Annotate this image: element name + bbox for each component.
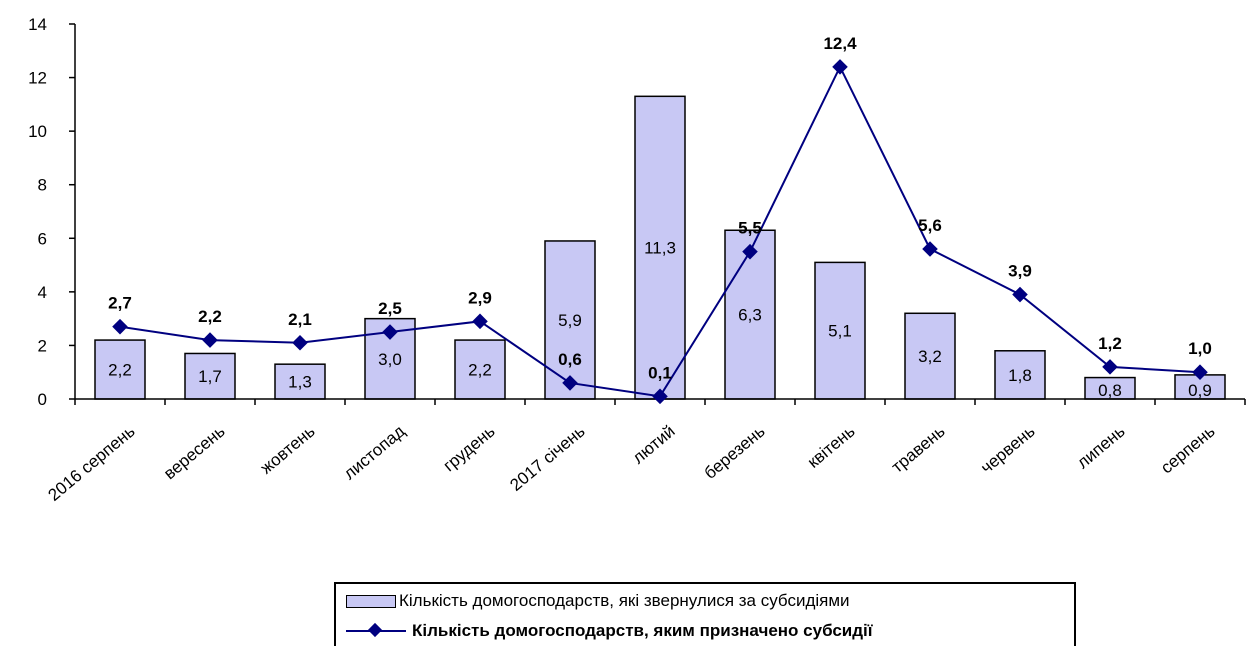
bar-value-label: 5,1 bbox=[828, 322, 852, 341]
line-point bbox=[472, 313, 488, 330]
legend-bar-swatch bbox=[346, 594, 396, 608]
y-tick-label: 8 bbox=[38, 176, 47, 195]
x-category-label: жовтень bbox=[257, 421, 319, 477]
line-point bbox=[742, 243, 758, 260]
legend: Кількість домогосподарств, які звернулис… bbox=[334, 582, 1076, 646]
legend-item-applied: Кількість домогосподарств, які звернулис… bbox=[346, 588, 850, 614]
line-point bbox=[922, 241, 938, 257]
bar bbox=[994, 350, 1046, 400]
line-point bbox=[202, 332, 218, 348]
bar-value-label: 6,3 bbox=[738, 306, 762, 325]
x-category-label: травень bbox=[888, 421, 949, 476]
bar-value-label: 0,8 bbox=[1098, 381, 1122, 400]
bar-value-label: 1,3 bbox=[288, 373, 312, 392]
legend-item-granted: Кількість домогосподарств, яким призначе… bbox=[346, 618, 873, 644]
line-value-label: 0,6 bbox=[558, 350, 582, 369]
y-tick-label: 2 bbox=[38, 336, 47, 355]
legend-label-applied: Кількість домогосподарств, які звернулис… bbox=[399, 591, 850, 610]
line-value-label: 2,5 bbox=[378, 299, 402, 318]
y-tick-label: 0 bbox=[38, 390, 47, 409]
legend-line-swatch bbox=[346, 622, 406, 639]
chart: 0 2 4 6 8 10 12 14 2,2 1,7 1,3 3,0 2,2 5,9 11,3 6,3 5,1 3… bbox=[28, 15, 1246, 505]
line-value-label: 5,6 bbox=[918, 216, 942, 235]
bar-value-label: 5,9 bbox=[558, 311, 582, 330]
line-value-label: 2,9 bbox=[468, 288, 492, 307]
y-tick-label: 4 bbox=[38, 283, 47, 302]
y-tick-label: 6 bbox=[38, 229, 47, 248]
bar-value-label: 11,3 bbox=[644, 239, 676, 258]
legend-label-granted: Кількість домогосподарств, яким призначе… bbox=[412, 621, 873, 640]
line-point bbox=[1192, 364, 1208, 380]
x-category-label: вересень bbox=[160, 421, 229, 483]
bar bbox=[814, 261, 866, 400]
x-category-label: березень bbox=[701, 421, 769, 482]
y-tick-label: 10 bbox=[28, 122, 47, 141]
x-category-label: листопад bbox=[340, 421, 409, 483]
line-value-label: 12,4 bbox=[823, 34, 857, 53]
line-point bbox=[832, 59, 848, 75]
x-category-label: липень bbox=[1073, 421, 1128, 472]
x-category-label: грудень bbox=[440, 421, 499, 475]
line-value-label: 3,9 bbox=[1008, 262, 1032, 281]
line-value-label: 5,5 bbox=[738, 219, 762, 238]
x-category-label: лютий bbox=[629, 422, 679, 468]
line-value-label: 1,2 bbox=[1098, 334, 1122, 353]
line-point bbox=[292, 334, 308, 351]
bar-value-label: 3,2 bbox=[918, 347, 942, 366]
bar-value-label: 3,0 bbox=[378, 350, 402, 369]
bar bbox=[634, 95, 686, 400]
line-point bbox=[1102, 359, 1118, 375]
x-category-label: квітень bbox=[804, 421, 859, 471]
bar-value-label: 2,2 bbox=[468, 361, 492, 380]
bar-value-label: 2,2 bbox=[108, 361, 132, 380]
bar-value-label: 1,7 bbox=[198, 367, 222, 386]
y-tick-label: 14 bbox=[28, 15, 47, 34]
line-value-label: 0,1 bbox=[648, 363, 672, 382]
line-value-label: 2,7 bbox=[108, 294, 132, 313]
x-category-label: 2016 серпень bbox=[44, 421, 138, 504]
bar-value-label: 0,9 bbox=[1188, 381, 1212, 400]
line-value-label: 2,2 bbox=[198, 307, 222, 326]
line-value-label: 2,1 bbox=[288, 310, 312, 329]
x-category-label: червень bbox=[977, 421, 1039, 477]
bar-value-label: 1,8 bbox=[1008, 366, 1032, 385]
y-tick-label: 12 bbox=[28, 69, 47, 88]
x-category-label: серпень bbox=[1157, 421, 1219, 477]
line-value-label: 1,0 bbox=[1188, 339, 1212, 358]
bar bbox=[94, 339, 146, 400]
line-point bbox=[112, 318, 128, 335]
x-category-label: 2017 січень bbox=[506, 421, 588, 494]
